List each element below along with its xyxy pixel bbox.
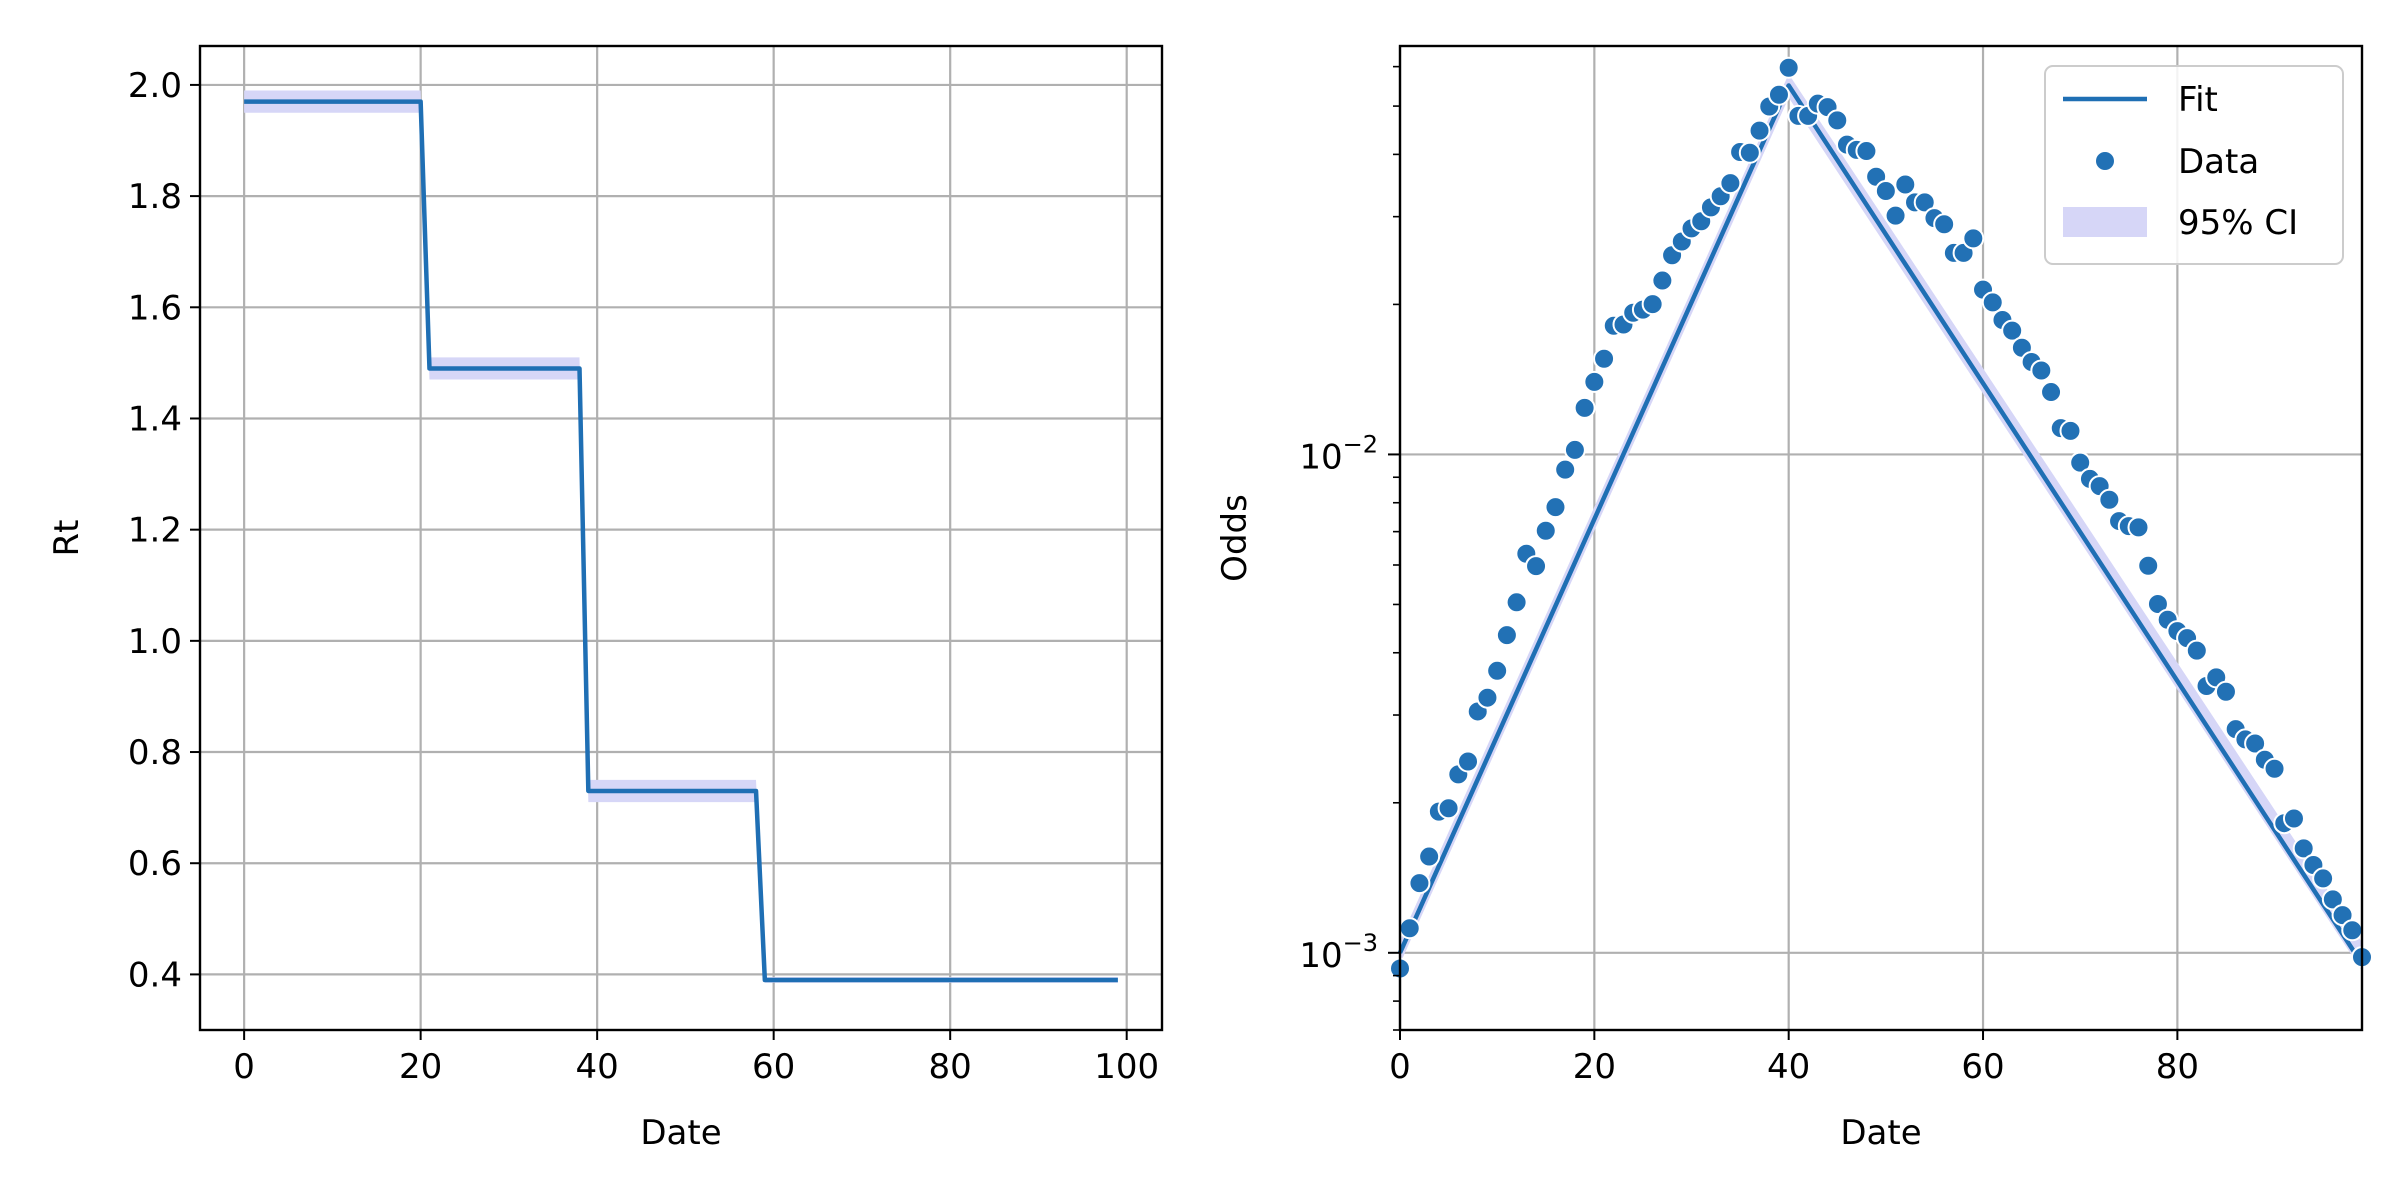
rt-y-axis-label: Rt xyxy=(47,520,87,557)
odds-x-tick-label: 20 xyxy=(1573,1047,1616,1087)
odds-data-point xyxy=(2244,732,2267,755)
odds-data-point xyxy=(1534,519,1557,542)
odds-x-axis-label: Date xyxy=(1840,1113,1921,1153)
rt-y-tick-label: 0.6 xyxy=(128,844,182,884)
odds-data-point xyxy=(2282,807,2305,830)
odds-data-point xyxy=(1437,797,1460,820)
odds-data-point xyxy=(2146,593,2169,616)
odds-data-point xyxy=(1583,370,1606,393)
odds-x-tick-label: 0 xyxy=(1389,1047,1411,1087)
odds-data-point xyxy=(1563,438,1586,461)
rt-y-tick-label: 0.4 xyxy=(128,955,182,995)
odds-data-point xyxy=(1457,750,1480,773)
odds-data-point xyxy=(2214,680,2237,703)
odds-data-point xyxy=(2069,451,2092,474)
odds-data-point xyxy=(2040,381,2063,404)
rt-x-tick-label: 0 xyxy=(233,1047,255,1087)
odds-data-point xyxy=(1476,686,1499,709)
legend-fit-label: Fit xyxy=(2178,80,2218,120)
rt-fit-line xyxy=(244,99,1118,983)
rt-y-tick-label: 1.2 xyxy=(128,511,182,551)
rt-x-tick-label: 80 xyxy=(929,1047,972,1087)
legend-data-label: Data xyxy=(2178,142,2259,182)
odds-data-point xyxy=(1418,845,1441,868)
odds-data-point xyxy=(1738,141,1761,164)
odds-data-points xyxy=(1389,56,2373,980)
odds-data-point xyxy=(1826,109,1849,132)
odds-data-point xyxy=(2059,419,2082,442)
odds-data-point xyxy=(1544,496,1567,519)
rt-x-tick-label: 60 xyxy=(752,1047,795,1087)
legend: Fit Data 95% CI xyxy=(2044,65,2344,265)
odds-y-tick-label: 10−2 xyxy=(1299,430,1378,477)
odds-fit-line xyxy=(1397,83,2364,966)
rt-x-axis-label: Date xyxy=(640,1113,721,1153)
odds-data-point xyxy=(1525,555,1548,578)
odds-x-tick-label: 80 xyxy=(2156,1047,2199,1087)
odds-data-point xyxy=(1874,180,1897,203)
odds-data-point xyxy=(1767,83,1790,106)
rt-x-tick-label: 40 xyxy=(576,1047,619,1087)
odds-data-point xyxy=(2127,516,2150,539)
odds-data-point xyxy=(1398,917,1421,940)
odds-data-point xyxy=(2292,837,2315,860)
odds-data-point xyxy=(2001,319,2024,342)
rt-y-tick-label: 1.8 xyxy=(128,177,182,217)
odds-data-point xyxy=(1651,269,1674,292)
odds-data-point xyxy=(2030,359,2053,382)
odds-data-point xyxy=(1641,293,1664,316)
odds-data-point xyxy=(1933,213,1956,236)
rt-chart: 0 20 40 60 80 1000.40.60.81.01.21.41.61.82.0 … xyxy=(47,44,1164,1153)
odds-data-point xyxy=(1913,191,1936,214)
odds-data-point xyxy=(1554,458,1577,481)
odds-data-point xyxy=(1777,56,1800,79)
odds-data-point xyxy=(2137,554,2160,577)
odds-data-point xyxy=(2321,888,2344,911)
odds-data-point xyxy=(1505,591,1528,614)
odds-data-point xyxy=(1408,872,1431,895)
odds-y-tick-label: 10−3 xyxy=(1299,929,1378,976)
rt-y-tick-label: 1.6 xyxy=(128,288,182,328)
odds-data-point xyxy=(1495,624,1518,647)
odds-chart: 0 20 40 60 80 10−3 10−2 Date Odds Fit Data 95%… xyxy=(1215,44,2373,1153)
odds-data-point xyxy=(2185,639,2208,662)
odds-data-point xyxy=(1981,291,2004,314)
odds-ticks: 0 20 40 60 80 10−3 10−2 xyxy=(1299,65,2199,1087)
odds-data-point xyxy=(1962,227,1985,250)
rt-y-tick-label: 2.0 xyxy=(128,66,182,106)
rt-grid xyxy=(200,46,1162,1030)
rt-y-tick-label: 1.4 xyxy=(128,399,182,439)
odds-data-point xyxy=(1894,173,1917,196)
legend-ci-swatch xyxy=(2063,207,2147,237)
odds-data-point xyxy=(2263,757,2286,780)
rt-y-tick-label: 1.0 xyxy=(128,622,182,662)
odds-data-point xyxy=(1748,119,1771,142)
legend-data-swatch xyxy=(2094,150,2116,172)
rt-x-tick-label: 100 xyxy=(1094,1047,1159,1087)
rt-x-tick-label: 20 xyxy=(399,1047,442,1087)
odds-data-point xyxy=(1573,396,1596,419)
odds-y-axis-label: Odds xyxy=(1215,494,1255,582)
rt-ci-band xyxy=(244,90,1118,983)
odds-data-point xyxy=(1884,204,1907,227)
odds-x-tick-label: 40 xyxy=(1767,1047,1810,1087)
odds-data-point xyxy=(2312,867,2335,890)
odds-axes-frame xyxy=(1398,44,2364,1032)
odds-data-point xyxy=(1593,347,1616,370)
rt-y-tick-label: 0.8 xyxy=(128,733,182,773)
odds-data-point xyxy=(2341,919,2364,942)
rt-axes-frame xyxy=(198,44,1164,1032)
odds-data-point xyxy=(2098,488,2121,511)
legend-ci-label: 95% CI xyxy=(2178,203,2298,243)
odds-data-point xyxy=(1486,659,1509,682)
rt-ticks: 0 20 40 60 80 100 0.4 0.6 0.8 1.0 1.2 1.4 1.6 1.8 2.0 xyxy=(128,66,1159,1087)
odds-data-point xyxy=(1719,172,1742,195)
odds-x-tick-label: 60 xyxy=(1961,1047,2004,1087)
odds-data-point xyxy=(1855,140,1878,163)
